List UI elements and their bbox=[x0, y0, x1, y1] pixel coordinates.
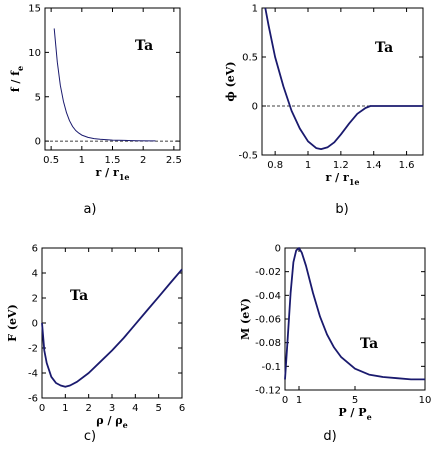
series-line bbox=[53, 28, 156, 142]
x-tick-label: 1.6 bbox=[399, 160, 415, 171]
x-tick-label: 0 bbox=[282, 395, 288, 406]
series-line bbox=[41, 268, 183, 388]
x-tick-label: 5 bbox=[155, 403, 161, 414]
x-tick-label: 0.5 bbox=[43, 155, 59, 166]
y-tick-label: -0.12 bbox=[255, 386, 281, 397]
y-tick-label: 5 bbox=[35, 92, 41, 103]
y-tick-label: -0.08 bbox=[255, 338, 281, 349]
panel-label: c) bbox=[84, 429, 96, 444]
panel-b: 0.8 1 1.2 1.4 1.6 -0.5 0 0.5 1 r / r1e ϕ (eV) Ta b) bbox=[224, 4, 424, 217]
x-axis-label: r / r1e bbox=[326, 171, 360, 187]
x-tick-label: 1.5 bbox=[105, 155, 121, 166]
x-tick-label: 1 bbox=[62, 403, 68, 414]
y-tick-label: -2 bbox=[28, 344, 38, 355]
series-line bbox=[264, 7, 423, 151]
x-axis-label: ρ / ρe bbox=[96, 414, 127, 430]
y-tick-label: -0.06 bbox=[255, 315, 281, 326]
y-tick-label: 0 bbox=[252, 102, 258, 113]
y-tick-label: -0.02 bbox=[255, 267, 281, 278]
panel-d: 0 1 5 100-0.02-0.04-0.06-0.08-0.1-0.12P / P… bbox=[239, 244, 431, 445]
y-axis-label: ϕ (eV) bbox=[224, 61, 237, 101]
y-tick-label: -0.1 bbox=[261, 362, 281, 373]
x-axis-label: r / r1e bbox=[96, 166, 130, 182]
element-annotation: Ta bbox=[375, 40, 393, 56]
y-axis-label: f / fe bbox=[9, 66, 25, 92]
x-tick-label: 0.8 bbox=[267, 160, 283, 171]
x-tick-label: 5 bbox=[352, 395, 358, 406]
y-axis-label: F (eV) bbox=[6, 304, 19, 342]
x-tick-label: 1 bbox=[79, 155, 85, 166]
y-tick-label: 0 bbox=[35, 137, 41, 148]
y-tick-label: 1 bbox=[252, 4, 258, 15]
element-annotation: Ta bbox=[135, 38, 153, 54]
y-tick-label: -4 bbox=[28, 369, 38, 380]
panel-label: b) bbox=[335, 202, 348, 217]
x-tick-label: 6 bbox=[179, 403, 185, 414]
y-tick-label: 0 bbox=[275, 244, 281, 255]
panel-label: d) bbox=[323, 429, 336, 444]
y-tick-label: 0 bbox=[32, 319, 38, 330]
x-tick-label: 1.2 bbox=[333, 160, 349, 171]
element-annotation: Ta bbox=[70, 288, 88, 304]
x-tick-label: 10 bbox=[419, 395, 432, 406]
panel-c: 0 1 2 3 4 5 6 -6 -4 -2 0 2 4 6 ρ / ρe F (eV) Ta c) bbox=[6, 244, 185, 445]
element-annotation: Ta bbox=[360, 336, 378, 352]
x-tick-label: 1 bbox=[305, 160, 311, 171]
x-axis-label: P / Pe bbox=[338, 406, 371, 422]
plot-frame bbox=[41, 247, 183, 399]
x-tick-label: 1 bbox=[296, 395, 302, 406]
y-tick-label: 2 bbox=[32, 294, 38, 305]
y-tick-label: 10 bbox=[28, 48, 41, 59]
x-tick-label: 2 bbox=[85, 403, 91, 414]
y-tick-label: 4 bbox=[32, 269, 38, 280]
x-tick-label: 2 bbox=[140, 155, 146, 166]
panel-label: a) bbox=[83, 202, 96, 217]
y-axis-label: M (eV) bbox=[239, 298, 252, 340]
x-tick-label: 3 bbox=[109, 403, 115, 414]
plot-frame bbox=[261, 7, 424, 156]
x-tick-label: 0 bbox=[39, 403, 45, 414]
y-tick-label: 15 bbox=[28, 4, 41, 15]
y-tick-label: -0.04 bbox=[255, 291, 281, 302]
plot-frame bbox=[44, 7, 181, 151]
y-tick-label: -6 bbox=[28, 394, 38, 405]
x-tick-label: 1.4 bbox=[366, 160, 382, 171]
x-tick-label: 2.5 bbox=[166, 155, 182, 166]
panel-a: 0.5 1 1.5 2 2.5 0 5 10 15 r / r1e f / fe Ta a) bbox=[9, 4, 182, 218]
y-tick-label: 0.5 bbox=[242, 53, 258, 64]
x-tick-label: 4 bbox=[132, 403, 138, 414]
series-line bbox=[284, 247, 425, 381]
y-tick-label: 6 bbox=[32, 244, 38, 255]
y-tick-label: -0.5 bbox=[238, 151, 258, 162]
